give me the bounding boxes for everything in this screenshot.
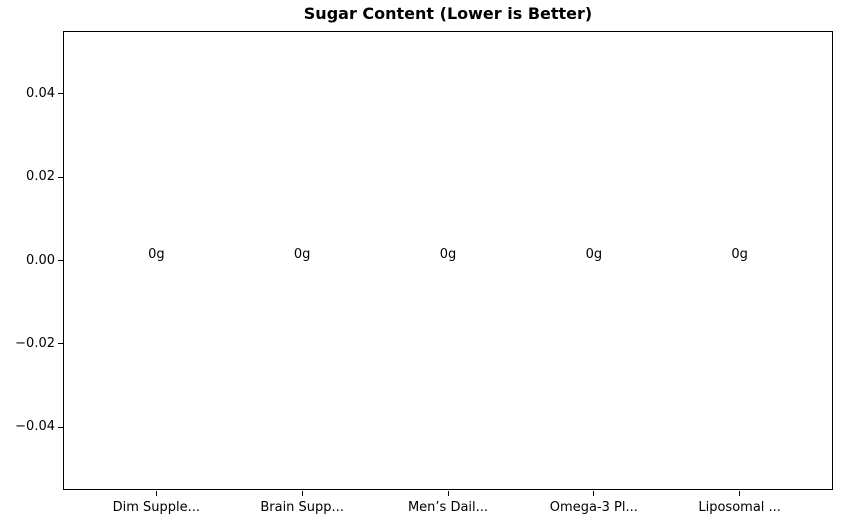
y-tick-label: 0.00 [26,252,55,268]
y-tick-label: 0.04 [26,85,55,101]
bar-value-label: 0g [585,246,603,262]
y-tick-mark [58,343,63,345]
y-tick-label: −0.02 [15,335,55,351]
x-tick-mark [155,491,157,496]
x-tick-label: Dim Supple... [112,500,201,515]
plot-area [63,31,833,490]
y-tick-mark [58,93,63,95]
chart-title: Sugar Content (Lower is Better) [303,4,593,23]
x-tick-label: Omega-3 Pl... [549,500,638,515]
x-tick-mark [447,491,449,496]
x-tick-label: Men’s Dail... [407,500,489,515]
y-tick-mark [58,426,63,428]
x-tick-mark [593,491,595,496]
y-tick-label: −0.04 [15,419,55,435]
bar-value-label: 0g [148,246,165,262]
x-tick-label: Brain Supp... [260,500,344,515]
x-tick-mark [739,491,741,496]
x-tick-mark [301,491,303,496]
y-tick-mark [58,176,63,178]
bar-value-label: 0g [293,246,311,262]
y-tick-mark [58,260,63,261]
bar-value-label: 0g [439,246,457,262]
y-tick-label: 0.02 [26,169,55,185]
x-tick-label: Liposomal ... [698,500,781,515]
bar-value-label: 0g [731,246,748,262]
